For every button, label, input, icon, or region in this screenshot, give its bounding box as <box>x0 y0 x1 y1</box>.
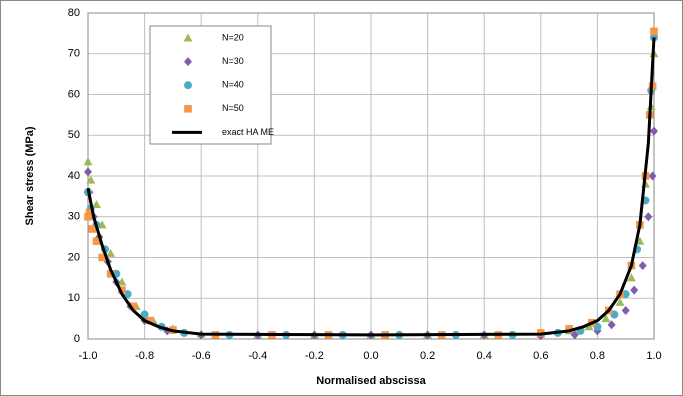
x-tick-label: 0.4 <box>477 350 492 362</box>
marker <box>570 330 579 340</box>
marker <box>184 105 192 113</box>
marker <box>146 316 155 325</box>
line <box>86 37 656 337</box>
marker <box>98 253 106 262</box>
x-tick-label: -1.0 <box>79 350 98 362</box>
series <box>84 126 658 341</box>
y-tick-label: 60 <box>68 88 80 100</box>
x-tick-label: -0.2 <box>305 350 324 362</box>
marker <box>565 325 573 333</box>
x-tick-label: 0.2 <box>420 350 435 362</box>
x-tick-label: -0.8 <box>135 350 154 362</box>
marker <box>88 225 97 233</box>
marker <box>648 171 657 181</box>
y-tick-label: 50 <box>68 129 80 141</box>
marker <box>184 57 192 67</box>
series <box>86 37 656 337</box>
legend-label: exact HA ME <box>222 127 274 137</box>
x-axis-title: Normalised abscissa <box>316 375 426 387</box>
x-tick-label: 1.0 <box>646 350 661 362</box>
marker <box>84 167 92 177</box>
x-tick-label: 0.8 <box>590 350 605 362</box>
marker <box>92 237 101 245</box>
marker <box>84 212 92 221</box>
marker <box>184 81 192 90</box>
marker <box>85 208 94 217</box>
y-tick-label: 70 <box>68 48 80 60</box>
marker <box>626 273 636 282</box>
marker <box>83 157 93 166</box>
marker <box>601 314 611 323</box>
y-tick-label: 0 <box>74 333 80 345</box>
legend-label: N=40 <box>222 80 244 90</box>
marker <box>621 305 630 315</box>
marker <box>140 310 149 319</box>
y-tick-label: 30 <box>68 211 80 223</box>
y-axis-title: Shear stress (MPa) <box>24 126 36 225</box>
x-tick-label: -0.6 <box>192 350 211 362</box>
marker <box>615 297 625 306</box>
marker <box>106 248 116 257</box>
marker <box>630 285 639 295</box>
x-tick-label: -0.4 <box>248 350 267 362</box>
y-tick-label: 10 <box>68 292 80 304</box>
marker <box>638 261 647 271</box>
marker <box>91 200 101 209</box>
marker <box>129 302 138 311</box>
marker <box>607 320 616 330</box>
marker <box>183 33 193 42</box>
marker <box>650 126 658 136</box>
marker <box>650 27 658 36</box>
y-tick-label: 20 <box>68 251 80 263</box>
x-tick-label: 0.6 <box>533 350 548 362</box>
marker <box>86 175 96 184</box>
legend-box <box>149 25 272 145</box>
marker <box>644 212 653 222</box>
y-tick-label: 80 <box>68 7 80 19</box>
legend-label: N=50 <box>222 103 244 113</box>
marker <box>106 270 115 278</box>
legend-label: N=20 <box>222 32 244 42</box>
marker <box>117 277 127 286</box>
legend-label: N=30 <box>222 56 244 66</box>
x-tick-label: 0.0 <box>363 350 378 362</box>
marker <box>118 286 126 294</box>
y-tick-label: 40 <box>68 170 80 182</box>
